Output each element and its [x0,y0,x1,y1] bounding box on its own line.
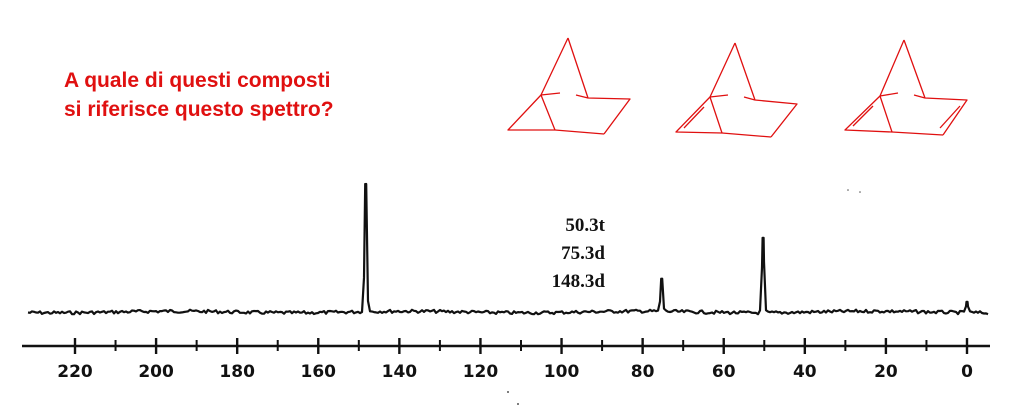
x-tick-label: 0 [961,362,973,382]
x-tick-label: 100 [544,362,580,382]
peak-label: 75.3d [561,243,605,264]
x-tick-label: 180 [219,362,255,382]
x-axis-ticks [73,338,969,354]
structure-norbornene [675,42,798,138]
x-tick-label: 40 [793,362,817,382]
specks [507,189,861,405]
question-line-1: A quale di questi composti [64,69,331,92]
peak-label: 148.3d [551,271,605,292]
x-tick-label: 60 [712,362,736,382]
question-text: A quale di questi composti si riferisce … [64,66,334,124]
x-tick-label: 120 [463,362,499,382]
x-axis-tick-labels: 220 200 180 160 140 120 100 80 60 40 20 0 [57,362,973,382]
structure-norbornane [507,37,631,135]
peak-labels: 50.3t 75.3d 148.3d [505,212,605,296]
spectrum-trace [27,182,989,316]
structure-norbornadiene [844,39,968,136]
x-tick-label: 140 [382,362,418,382]
structures-panel [507,37,968,138]
x-tick-label: 80 [631,362,655,382]
x-tick-label: 160 [301,362,337,382]
x-tick-label: 20 [874,362,898,382]
peak-label: 50.3t [565,215,605,236]
x-tick-label: 220 [57,362,93,382]
question-line-2: si riferisce questo spettro? [64,98,334,121]
x-tick-label: 200 [138,362,174,382]
